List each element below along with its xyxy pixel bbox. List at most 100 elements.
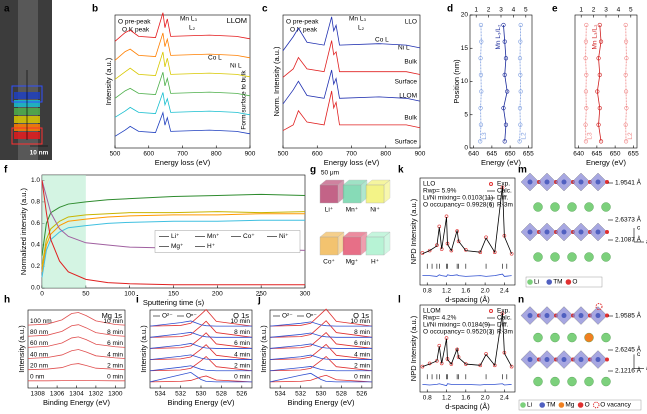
spectrum — [27, 336, 126, 348]
spectrum — [114, 72, 251, 99]
annotation: LLO — [423, 181, 435, 188]
tm-atom — [578, 357, 584, 363]
x-tick-label: 1.6 — [461, 288, 470, 295]
distance-label: 1.9541 Å — [615, 178, 642, 187]
x-axis-label: Energy (eV) — [481, 158, 522, 167]
panel-label: f — [4, 165, 8, 176]
x-tick-label: 534 — [275, 391, 286, 398]
spectrum — [149, 331, 252, 338]
x-tick-label: 600 — [143, 151, 154, 158]
plot-frame — [419, 177, 516, 286]
fit-line — [422, 383, 512, 387]
cube-front — [365, 184, 385, 204]
profile-point — [478, 122, 484, 127]
legend-swatch — [489, 182, 493, 186]
x-tick-label: 1300 — [108, 391, 123, 398]
x-tick-label: 534 — [155, 391, 166, 398]
x-axis-label: d-spacing (Å) — [445, 402, 490, 411]
exp-point — [449, 362, 454, 366]
x2-tick-label: 1 — [579, 7, 583, 14]
o-atom — [605, 230, 609, 234]
y-tick-label: 5 — [464, 111, 468, 118]
profile-point — [583, 39, 589, 44]
legend-box — [518, 399, 642, 411]
profile-point — [502, 39, 507, 44]
legend-label: Mg⁺ — [171, 243, 184, 250]
x2-tick-label: 1 — [474, 7, 478, 14]
x-tick-label: 2.4 — [500, 395, 509, 402]
chart-title: O 1s — [233, 311, 249, 320]
cube-label: Co⁺ — [323, 259, 335, 266]
li-atom — [550, 202, 560, 212]
tm-atom — [544, 313, 550, 319]
row-label: 4 min — [107, 351, 123, 358]
spectrum — [114, 51, 251, 80]
annotation: Mn L₃ — [349, 16, 366, 23]
x2-tick-label: 3 — [604, 7, 608, 14]
li-atom — [584, 252, 594, 262]
annotation: LLOM — [423, 308, 441, 315]
distance-label: 1.9585 Å — [615, 311, 642, 320]
x-tick-label: 650 — [610, 151, 621, 158]
cube-label: Mg⁺ — [346, 259, 359, 266]
row-label: 4 min — [354, 351, 370, 358]
row-label: 20 nm — [30, 362, 48, 369]
x2-tick-label: 4 — [512, 7, 516, 14]
profile-point — [518, 22, 523, 28]
o-atom — [605, 357, 609, 362]
spectrum — [269, 332, 372, 338]
profile-point — [517, 139, 522, 144]
legend-swatch — [527, 279, 533, 285]
profile-line — [585, 24, 587, 142]
row-label: 80 nm — [30, 329, 48, 336]
x-tick-label: 800 — [211, 151, 222, 158]
legend-swatch — [489, 309, 493, 313]
x-tick-label: 0.8 — [423, 288, 432, 295]
x-tick-label: 200 — [212, 291, 223, 298]
x2-tick-label: 3 — [499, 7, 503, 14]
x2-tick-label: 2 — [487, 7, 491, 14]
profile-point — [623, 39, 629, 44]
spectrum — [149, 343, 252, 349]
plot-frame — [419, 304, 516, 393]
y-tick-label: 15 — [461, 45, 469, 52]
x-tick-label: 1302 — [89, 391, 104, 398]
x-tick-label: 528 — [216, 391, 227, 398]
x-tick-label: 50 — [82, 291, 90, 298]
x2-tick-label: 2 — [592, 7, 596, 14]
annotation: O K peak — [290, 27, 318, 34]
profile-point — [503, 122, 509, 127]
spectrum — [269, 354, 372, 360]
series-label: L2 — [520, 132, 527, 140]
series-label: L3 — [481, 132, 488, 140]
profile-point — [597, 22, 602, 28]
y-tick-label: 0.0 — [31, 285, 40, 292]
exp-point — [484, 352, 488, 356]
li-atom — [601, 202, 611, 212]
tm-atom — [527, 179, 533, 185]
x-tick-label: 532 — [295, 391, 306, 398]
cube-front — [319, 184, 339, 204]
y-axis-label: NPD Intensity (a.u.) — [409, 315, 418, 381]
profile-point — [584, 105, 589, 111]
tm-atom — [561, 313, 567, 319]
annotation: Surface — [395, 79, 418, 86]
li-atom — [567, 252, 577, 262]
y-tick-label: 0.4 — [31, 242, 40, 249]
spectrum — [269, 321, 372, 327]
y-axis-label: NPD Intensity (a.u.) — [409, 198, 418, 264]
annotation: O pre-peak — [286, 19, 319, 26]
y-tick-label: 0.2 — [31, 263, 40, 270]
cube-front — [365, 236, 385, 256]
cube-label: H⁺ — [371, 259, 380, 266]
spectrum — [269, 308, 373, 327]
y-axis-label: Intensity (a.u.) — [259, 325, 268, 373]
x-tick-label: 532 — [175, 391, 186, 398]
exp-point — [509, 251, 514, 256]
profile-line — [596, 24, 602, 142]
row-label: 2 min — [107, 362, 123, 369]
spectrum — [27, 363, 126, 371]
x-tick-label: 150 — [168, 291, 179, 298]
x-axis-label: d-spacing (Å) — [445, 295, 490, 304]
